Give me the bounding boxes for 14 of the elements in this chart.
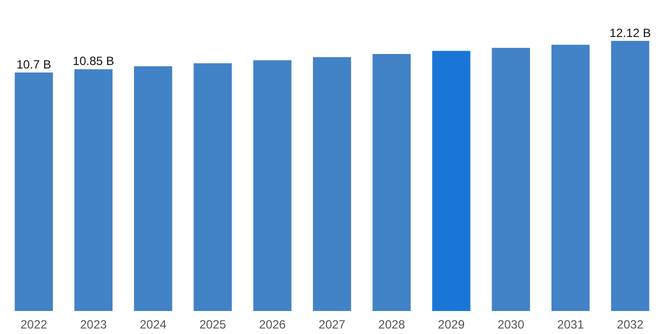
- x-tick-label: 2030: [498, 318, 525, 332]
- data-label: 12.12 B: [609, 26, 651, 40]
- x-tick-label: 2022: [20, 318, 48, 332]
- x-tick-label: 2025: [199, 318, 226, 332]
- x-tick-label: 2026: [259, 318, 286, 332]
- x-tick-label: 2032: [616, 318, 644, 332]
- x-tick-label: 2024: [140, 318, 167, 332]
- x-tick-label: 2029: [438, 318, 465, 332]
- data-label: 10.85 B: [72, 54, 114, 68]
- x-tick-label: 2023: [80, 318, 108, 332]
- data-label: 10.7 B: [16, 58, 52, 72]
- x-tick-label: 2028: [378, 318, 406, 332]
- x-tick-label: 2027: [318, 318, 346, 332]
- x-tick-label: 2031: [557, 318, 584, 332]
